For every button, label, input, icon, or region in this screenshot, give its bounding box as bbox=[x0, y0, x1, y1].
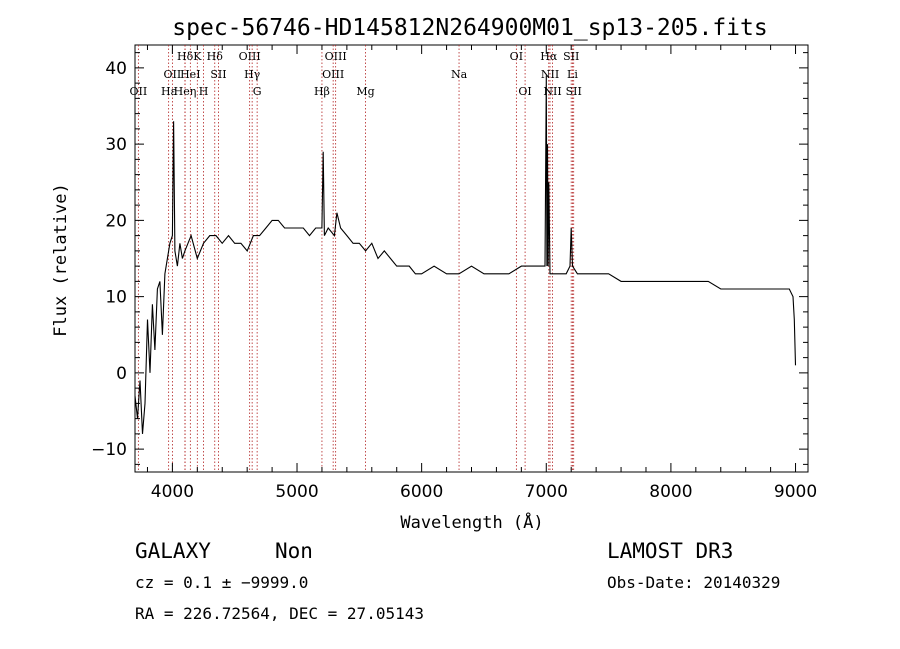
emission-line-label: OIII bbox=[322, 68, 344, 81]
emission-line-label: Na bbox=[451, 68, 468, 81]
emission-line-label: OI bbox=[510, 50, 523, 63]
emission-line-label: H bbox=[199, 85, 209, 98]
emission-line-label: Hδ bbox=[207, 50, 224, 63]
y-tick-label: 30 bbox=[105, 135, 127, 155]
observation-date: Obs-Date: 20140329 bbox=[607, 573, 780, 592]
chart-title: spec-56746-HD145812N264900M01_sp13-205.f… bbox=[172, 15, 767, 41]
y-tick-label: 40 bbox=[105, 59, 127, 79]
x-axis-label: Wavelength (Å) bbox=[400, 511, 543, 533]
x-tick-label: 4000 bbox=[151, 482, 194, 502]
survey-name: LAMOST DR3 bbox=[607, 539, 733, 563]
emission-line-label: OIII bbox=[325, 50, 347, 63]
x-tick-label: 6000 bbox=[400, 482, 443, 502]
object-class: GALAXY bbox=[135, 539, 211, 563]
x-tick-label: 7000 bbox=[525, 482, 568, 502]
spectrum-line bbox=[134, 75, 797, 434]
object-subclass: Non bbox=[275, 539, 313, 563]
plot-frame bbox=[134, 44, 809, 473]
emission-line-label: NII bbox=[543, 85, 561, 98]
emission-line-label: OII bbox=[164, 68, 182, 81]
emission-line-markers bbox=[137, 45, 575, 472]
emission-line-label: Heη bbox=[174, 85, 197, 98]
emission-line-label: SII bbox=[563, 50, 579, 63]
redshift-text: cz = 0.1 ± −9999.0 bbox=[135, 573, 308, 592]
emission-line-label: Hγ bbox=[244, 68, 261, 81]
y-axis-ticks: −10 0 10 20 30 40 bbox=[91, 52, 808, 465]
emission-line-label: OIII bbox=[239, 50, 261, 63]
emission-line-label: Mg bbox=[356, 85, 374, 98]
emission-line-label: K bbox=[193, 50, 202, 63]
y-axis-label: Flux (relative) bbox=[51, 183, 71, 337]
emission-line-label: HeI bbox=[180, 68, 200, 81]
emission-line-label: NII bbox=[541, 68, 559, 81]
y-tick-label: 10 bbox=[105, 288, 127, 308]
emission-line-labels: OII Hε OII Hδ Heη HeI K H Hδ SII OIII Hγ G Hβ OIII OIII… bbox=[130, 50, 582, 98]
y-tick-label: 20 bbox=[105, 211, 127, 231]
emission-line-label: Hε bbox=[161, 85, 177, 98]
y-tick-label: −10 bbox=[91, 440, 127, 460]
emission-line-label: SII bbox=[210, 68, 226, 81]
x-tick-label: 9000 bbox=[774, 482, 817, 502]
emission-line-label: OII bbox=[130, 85, 148, 98]
emission-line-label: OI bbox=[518, 85, 531, 98]
emission-line-label: Li bbox=[567, 68, 578, 81]
y-tick-label: 0 bbox=[116, 364, 127, 384]
emission-line-label: Hδ bbox=[177, 50, 194, 63]
emission-line-label: G bbox=[253, 85, 262, 98]
emission-line-label: Hβ bbox=[314, 85, 330, 98]
coordinates-text: RA = 226.72564, DEC = 27.05143 bbox=[135, 604, 424, 623]
emission-line-label: SII bbox=[566, 85, 582, 98]
x-tick-label: 5000 bbox=[275, 482, 318, 502]
x-axis-ticks: 4000 5000 6000 7000 8000 9000 bbox=[146, 45, 817, 502]
emission-line-label: Hα bbox=[540, 50, 558, 63]
x-tick-label: 8000 bbox=[649, 482, 692, 502]
